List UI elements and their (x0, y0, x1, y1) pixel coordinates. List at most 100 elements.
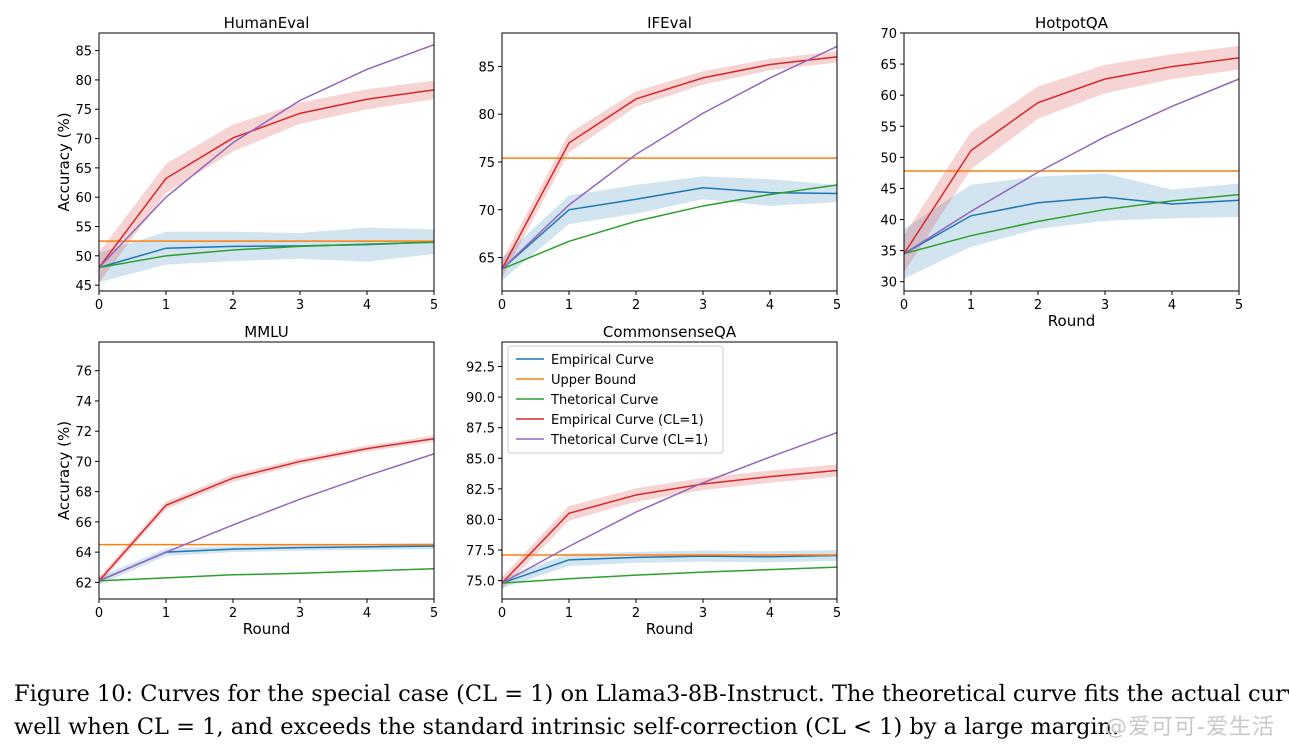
legend-box (507, 345, 724, 454)
y-tick-label: 65 (478, 252, 495, 267)
x-tick-label: 0 (498, 606, 506, 621)
y-tick-label: 80 (75, 74, 92, 89)
x-tick-label: 4 (363, 606, 371, 621)
series-thetorical-curve-cl-1 (99, 453, 434, 582)
y-tick-label: 85 (478, 60, 495, 75)
y-tick-label: 75.0 (466, 575, 495, 590)
x-tick-label: 2 (229, 606, 237, 621)
x-tick-label: 3 (699, 606, 707, 621)
y-tick-label: 74 (75, 395, 92, 410)
chart-humaneval: 0 1 2 3 4 5455055606570758085HumanEvalAccurac… (55, 14, 438, 313)
band-empirical-curve (904, 173, 1239, 279)
plot-frame (98, 32, 435, 292)
y-axis-label: Accuracy (%) (55, 421, 73, 520)
chart-title: HumanEval (224, 14, 310, 32)
y-axis-label: Accuracy (%) (55, 112, 73, 211)
chart-mmlu: 0 1 2 3 4 5 62 64 66 68 70 72 74 76 MMLU Round Accuracy … (55, 323, 438, 638)
y-tick-label: 80 (478, 108, 495, 123)
legend: Empirical Curve Upper Bound Thetorical Cur… (507, 345, 724, 454)
x-tick-label: 4 (363, 298, 371, 313)
y-tick-label: 45 (880, 182, 897, 197)
caption-line-1: Figure 10: Curves for the special case (… (14, 681, 1289, 707)
y-tick-label: 92.5 (466, 360, 495, 375)
y-tick-label: 70 (75, 455, 92, 470)
series-thetorical-curve (502, 566, 837, 584)
y-tick-label: 70 (880, 27, 897, 42)
y-tick-label: 55 (880, 120, 897, 135)
band-empirical-curve (502, 176, 837, 281)
series-empirical-curve-cl-1 (99, 438, 434, 582)
x-tick-label: 0 (95, 606, 103, 621)
caption-line-2: well when CL = 1, and exceeds the standa… (14, 714, 1120, 740)
x-axis-label: Round (646, 620, 693, 638)
x-tick-label: 3 (1101, 298, 1109, 313)
y-tick-label: 30 (880, 276, 897, 291)
x-tick-label: 4 (1168, 298, 1176, 313)
x-tick-label: 3 (296, 298, 304, 313)
series-thetorical-curve-cl-1 (502, 431, 837, 584)
series-thetorical-curve-cl-1 (99, 44, 434, 269)
plot-frame (501, 341, 838, 600)
watermark: @爱可可-爱生活 (1105, 715, 1275, 740)
x-tick-label: 1 (162, 298, 170, 313)
band-empirical-curve-cl-1 (502, 51, 837, 278)
x-tick-label: 5 (1235, 298, 1243, 313)
legend-label-thetorical-curve: Thetorical Curve (550, 393, 658, 408)
series-empirical-curve (502, 554, 837, 584)
plot-frame (98, 341, 435, 600)
series-empirical-curve-cl-1 (502, 469, 837, 584)
chart-title: CommonsenseQA (603, 323, 737, 341)
y-tick-label: 66 (75, 516, 92, 531)
y-tick-label: 82.5 (466, 483, 495, 498)
series-empirical-curve (904, 196, 1239, 255)
y-tick-label: 65 (880, 58, 897, 73)
series-empirical-curve-cl-1 (99, 89, 434, 268)
x-tick-label: 1 (565, 298, 573, 313)
plot-frame (501, 32, 838, 292)
y-tick-label: 77.5 (466, 544, 495, 559)
x-tick-label: 5 (833, 606, 841, 621)
series-thetorical-curve (99, 568, 434, 582)
series-thetorical-curve-cl-1 (502, 45, 837, 270)
series-thetorical-curve-cl-1 (904, 78, 1239, 255)
y-tick-label: 70 (478, 204, 495, 219)
chart-title: IFEval (647, 14, 692, 32)
x-axis-label: Round (243, 620, 290, 638)
y-tick-label: 85.0 (466, 452, 495, 467)
chart-title: HotpotQA (1035, 14, 1109, 32)
x-tick-label: 5 (430, 606, 438, 621)
x-tick-label: 1 (967, 298, 975, 313)
y-tick-label: 75 (75, 103, 92, 118)
y-tick-label: 85 (75, 45, 92, 60)
y-tick-label: 64 (75, 546, 92, 561)
plot-frame (903, 32, 1240, 292)
y-tick-label: 50 (75, 250, 92, 265)
x-tick-label: 0 (900, 298, 908, 313)
y-tick-label: 68 (75, 486, 92, 501)
chart-commonsenseqa: 0 1 2 3 4 5 75.0 77.5 80.0 82.5 85.0 87.5 90.0 92.5 Co… (466, 323, 841, 638)
y-tick-label: 75 (478, 156, 495, 171)
series-thetorical-curve (502, 184, 837, 270)
y-tick-label: 60 (880, 89, 897, 104)
y-tick-label: 80.0 (466, 513, 495, 528)
x-tick-label: 2 (1034, 298, 1042, 313)
y-tick-label: 45 (75, 279, 92, 294)
x-tick-label: 0 (95, 298, 103, 313)
legend-label-empirical-curve-cl-1: Empirical Curve (CL=1) (551, 413, 704, 428)
x-tick-label: 2 (632, 298, 640, 313)
y-tick-label: 76 (75, 365, 92, 380)
legend-label-empirical-curve: Empirical Curve (551, 353, 654, 368)
x-tick-label: 3 (296, 606, 304, 621)
y-tick-label: 60 (75, 191, 92, 206)
legend-label-thetorical-curve-cl-1: Thetorical Curve (CL=1) (550, 433, 708, 448)
legend-label-upper-bound: Upper Bound (551, 373, 636, 388)
x-tick-label: 2 (632, 606, 640, 621)
band-empirical-curve (99, 543, 434, 585)
y-tick-label: 87.5 (466, 422, 495, 437)
y-tick-label: 72 (75, 425, 92, 440)
band-empirical-curve (99, 227, 434, 283)
x-tick-label: 0 (498, 298, 506, 313)
series-thetorical-curve (99, 241, 434, 269)
x-tick-label: 4 (766, 606, 774, 621)
